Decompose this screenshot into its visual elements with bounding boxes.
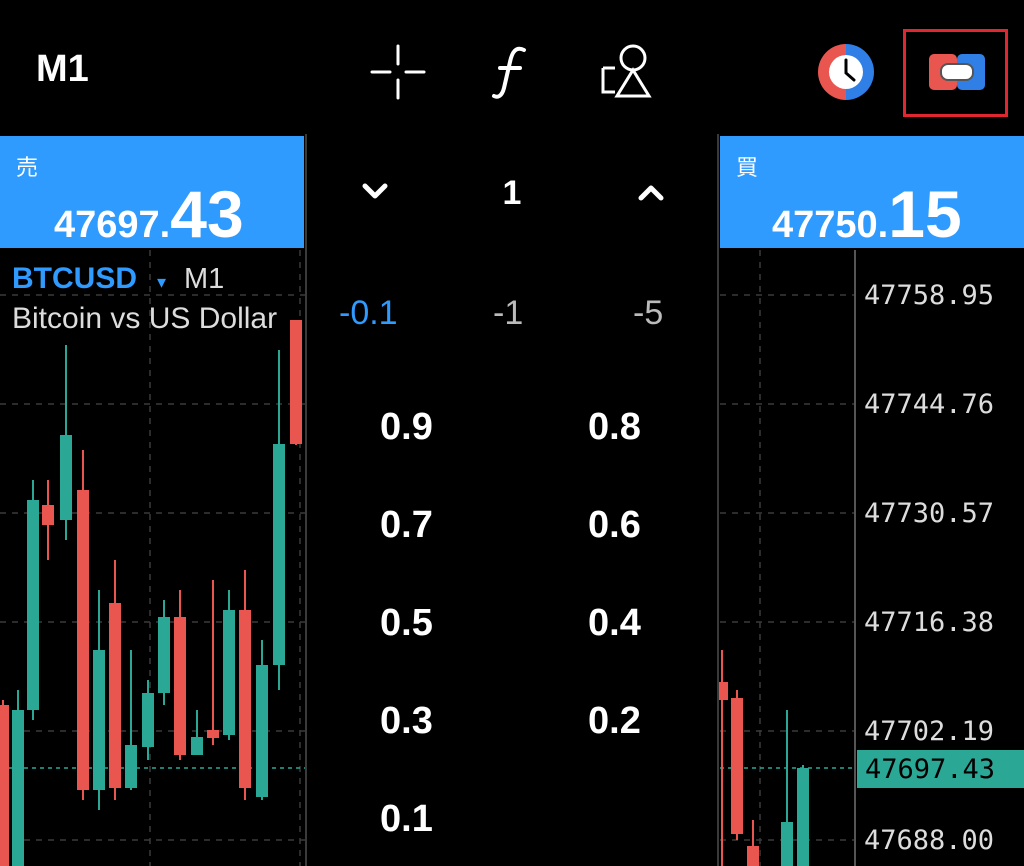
candle-body bbox=[109, 603, 121, 788]
price-axis-label: 47758.95 bbox=[864, 280, 995, 311]
candle-body bbox=[125, 745, 137, 788]
volume-option[interactable]: 0.2 bbox=[588, 700, 641, 742]
sell-label: 売 bbox=[16, 155, 39, 180]
candle-body bbox=[731, 698, 743, 834]
price-axis-label: 47730.57 bbox=[864, 498, 995, 529]
candle-body bbox=[12, 710, 24, 866]
candle-body bbox=[93, 650, 105, 790]
objects-icon[interactable] bbox=[595, 40, 659, 104]
candle-body bbox=[273, 444, 285, 665]
price-axis-label: 47702.19 bbox=[864, 716, 995, 747]
volume-option[interactable]: 0.7 bbox=[380, 504, 433, 546]
increment-row: -0.1 -1 -5 bbox=[307, 294, 721, 344]
candle-body bbox=[27, 500, 39, 710]
candle-body bbox=[191, 737, 203, 755]
chart-timeframe: M1 bbox=[184, 263, 225, 295]
candle-body bbox=[60, 435, 72, 520]
chart-symbol[interactable]: BTCUSD bbox=[12, 262, 137, 295]
sell-price: 47697.43 bbox=[54, 177, 244, 251]
volume-option[interactable]: 0.3 bbox=[380, 700, 433, 742]
candle-body bbox=[716, 682, 728, 700]
step-row: 1 bbox=[307, 170, 721, 220]
volume-option[interactable]: 0.1 bbox=[380, 798, 433, 840]
trade-panel-toggle-icon[interactable] bbox=[925, 40, 989, 104]
step-value: 1 bbox=[502, 174, 522, 212]
clock-icon[interactable] bbox=[814, 40, 878, 104]
candle-body bbox=[0, 705, 9, 866]
candle-body bbox=[42, 505, 54, 525]
candle-body bbox=[256, 665, 268, 797]
crosshair-icon[interactable] bbox=[366, 40, 430, 104]
volume-option[interactable]: 0.8 bbox=[588, 406, 641, 448]
candle-body bbox=[290, 320, 302, 444]
increment-option[interactable]: -5 bbox=[633, 294, 664, 332]
volume-option[interactable]: 0.6 bbox=[588, 504, 641, 546]
chevron-up-icon[interactable] bbox=[631, 172, 671, 212]
buy-price: 47750.15 bbox=[772, 177, 962, 251]
candle-body bbox=[142, 693, 154, 747]
candle-body bbox=[797, 768, 809, 866]
volume-picker-panel: 1 -0.1 -1 -5 0.9 0.8 0.7 0.6 0.5 0.4 0.3… bbox=[305, 134, 719, 866]
symbol-description: Bitcoin vs US Dollar bbox=[12, 302, 278, 335]
increment-option[interactable]: -0.1 bbox=[339, 294, 398, 332]
candle-body bbox=[77, 490, 89, 790]
buy-price-panel[interactable]: 買 47750.15 bbox=[720, 136, 1024, 251]
highlight-box bbox=[903, 29, 1008, 117]
current-price-tag: 47697.43 bbox=[857, 750, 1024, 788]
price-axis-label: 47688.00 bbox=[864, 825, 995, 856]
timeframe-selector[interactable]: M1 bbox=[36, 48, 89, 90]
volume-option[interactable]: 0.4 bbox=[588, 602, 641, 644]
buy-label: 買 bbox=[736, 155, 759, 180]
function-icon[interactable] bbox=[478, 40, 542, 104]
candle-body bbox=[223, 610, 235, 735]
increment-option[interactable]: -1 bbox=[493, 294, 524, 332]
candle-body bbox=[747, 846, 759, 866]
volume-option[interactable]: 0.9 bbox=[380, 406, 433, 448]
candle-body bbox=[158, 617, 170, 693]
top-toolbar: M1 bbox=[0, 0, 1024, 134]
candle-body bbox=[207, 730, 219, 738]
sell-price-panel[interactable]: 売 47697.43 bbox=[0, 136, 304, 251]
volume-option[interactable]: 0.5 bbox=[380, 602, 433, 644]
candle-body bbox=[781, 822, 793, 866]
price-axis-label: 47716.38 bbox=[864, 607, 995, 638]
symbol-caret-icon[interactable]: ▾ bbox=[157, 272, 167, 292]
chevron-down-icon[interactable] bbox=[355, 172, 395, 212]
candle-body bbox=[239, 610, 251, 788]
price-axis-label: 47744.76 bbox=[864, 389, 995, 420]
candle-body bbox=[174, 617, 186, 755]
